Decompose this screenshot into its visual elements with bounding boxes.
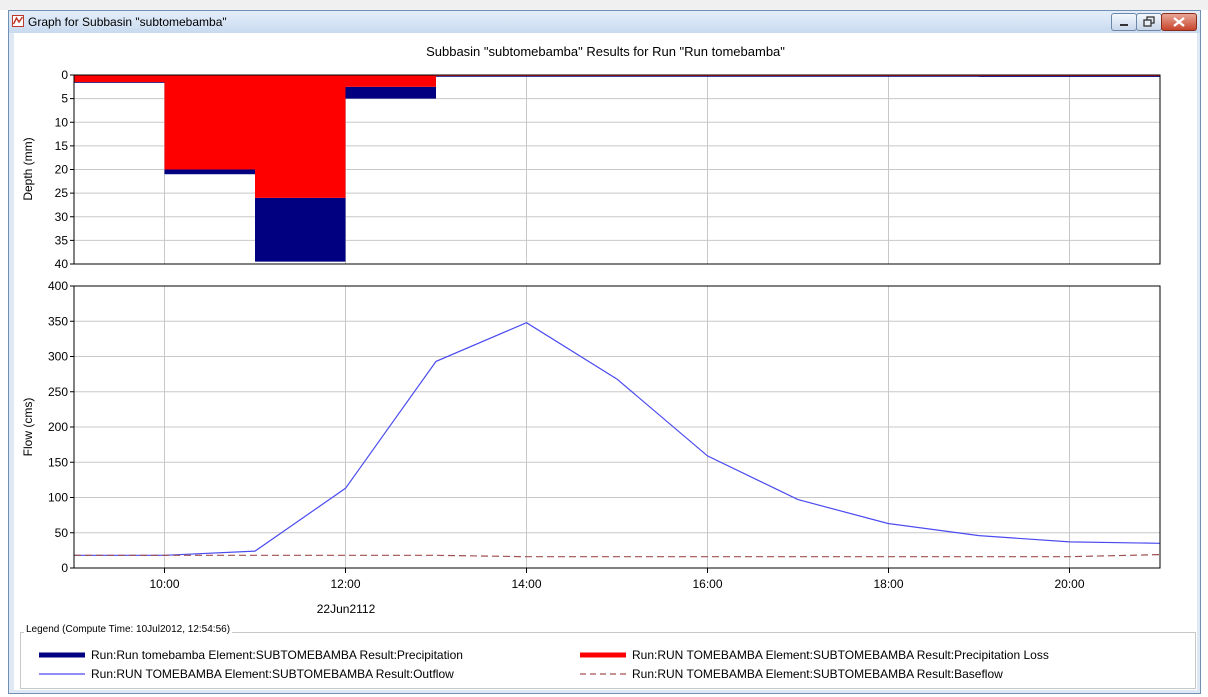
flow-axis-label: Flow (cms) <box>21 398 35 457</box>
flow-tick-label-50: 50 <box>55 526 69 540</box>
graph-area: Subbasin "subtomebamba" Results for Run … <box>14 33 1197 690</box>
window-title: Graph for Subbasin "subtomebamba" <box>28 15 227 29</box>
legend-label-baseflow: Run:RUN TOMEBAMBA Element:SUBTOMEBAMBA R… <box>632 667 1003 681</box>
flow-tick-label-250: 250 <box>48 385 68 399</box>
legend-swatch-precipitation-loss <box>580 652 626 658</box>
precipitation-bar-0 <box>74 82 165 83</box>
depth-tick-label-30: 30 <box>55 210 69 224</box>
depth-tick-label-20: 20 <box>55 163 69 177</box>
depth-chart: 0 5 10 15 20 25 30 35 40 Depth (mm) <box>21 68 1161 271</box>
flow-tick-label-200: 200 <box>48 420 68 434</box>
flow-tick-label-0: 0 <box>61 561 68 575</box>
precipitation-loss-bar-0 <box>74 75 165 83</box>
flow-xtick-label-10:00: 10:00 <box>149 577 179 591</box>
flow-xtick-label-12:00: 12:00 <box>330 577 360 591</box>
flow-grid <box>74 285 1160 569</box>
flow-xtick-label-18:00: 18:00 <box>873 577 903 591</box>
flow-chart: 0 50 100 150 200 250 300 350 400 10:00 12:00 14:00… <box>21 279 1161 616</box>
depth-y-ticks: 0 5 10 15 20 25 30 35 40 <box>55 68 74 271</box>
close-button[interactable] <box>1161 13 1197 31</box>
flow-tick-label-300: 300 <box>48 350 68 364</box>
background-strip <box>0 0 1208 10</box>
restore-icon <box>1143 16 1155 27</box>
precipitation-loss-bar-3 <box>345 75 436 87</box>
depth-tick-label-40: 40 <box>55 257 69 271</box>
precipitation-bar-5 <box>979 75 1160 77</box>
flow-series-outflow-line <box>74 322 1161 556</box>
minimize-icon <box>1120 24 1128 26</box>
depth-tick-label-10: 10 <box>55 115 69 129</box>
plot-title: Subbasin "subtomebamba" Results for Run … <box>426 44 785 59</box>
legend-caption: Legend (Compute Time: 10Jul2012, 12:54:5… <box>24 624 233 635</box>
legend-swatch-precipitation <box>39 652 85 658</box>
flow-x-ticks: 10:00 12:00 14:00 16:00 18:00 20:00 <box>149 568 1085 591</box>
legend-swatch-baseflow <box>580 673 626 675</box>
legend-label-outflow: Run:RUN TOMEBAMBA Element:SUBTOMEBAMBA R… <box>91 667 454 681</box>
depth-axis-label: Depth (mm) <box>21 137 35 200</box>
close-icon <box>1173 17 1185 27</box>
graph-window: Graph for Subbasin "subtomebamba" Subbas… <box>8 10 1201 694</box>
precipitation-bar-2 <box>255 197 346 262</box>
flow-tick-label-150: 150 <box>48 455 68 469</box>
legend-frame <box>20 632 1196 689</box>
legend-swatch-outflow <box>39 673 85 675</box>
legend-label-precipitation: Run:Run tomebamba Element:SUBTOMEBAMBA R… <box>91 648 463 662</box>
precipitation-loss-bar-2 <box>255 75 346 198</box>
depth-tick-label-25: 25 <box>55 186 69 200</box>
precipitation-bar-4 <box>436 75 979 77</box>
flow-lines <box>74 322 1161 558</box>
restore-button[interactable] <box>1136 13 1162 31</box>
depth-tick-label-5: 5 <box>61 92 68 106</box>
flow-xtick-label-16:00: 16:00 <box>692 577 722 591</box>
depth-tick-label-0: 0 <box>61 68 68 82</box>
depth-bars <box>74 75 1160 262</box>
flow-tick-label-400: 400 <box>48 279 68 293</box>
precipitation-loss-bar-1 <box>164 75 255 170</box>
depth-tick-label-35: 35 <box>55 233 69 247</box>
x-axis-date-label: 22Jun2112 <box>317 602 376 616</box>
flow-tick-label-100: 100 <box>48 491 68 505</box>
minimize-button[interactable] <box>1111 13 1137 31</box>
precipitation-bar-3 <box>345 86 436 99</box>
flow-xtick-label-14:00: 14:00 <box>511 577 541 591</box>
title-bar[interactable]: Graph for Subbasin "subtomebamba" <box>9 11 1200 33</box>
legend-label-precipitation-loss: Run:RUN TOMEBAMBA Element:SUBTOMEBAMBA R… <box>632 648 1049 662</box>
depth-tick-label-15: 15 <box>55 139 69 153</box>
flow-y-ticks: 0 50 100 150 200 250 300 350 400 <box>48 279 74 575</box>
flow-series-baseflow-line <box>74 554 1161 558</box>
graph-window-icon <box>12 15 24 27</box>
flow-xtick-label-20:00: 20:00 <box>1054 577 1084 591</box>
precipitation-bar-1 <box>164 169 255 175</box>
flow-tick-label-350: 350 <box>48 314 68 328</box>
